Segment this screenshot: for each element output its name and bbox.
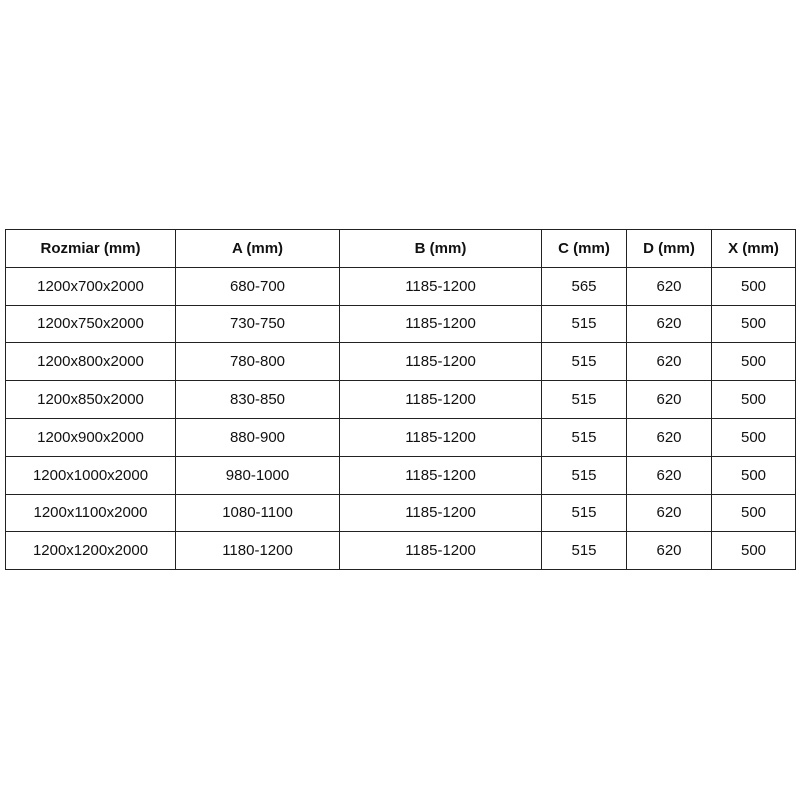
- table-cell: 500: [711, 266, 796, 306]
- table-cell: 620: [626, 304, 712, 344]
- table-cell: 500: [711, 455, 796, 495]
- table-cell: 500: [711, 493, 796, 533]
- table-cell: 1185-1200: [339, 455, 542, 495]
- table-cell: 1185-1200: [339, 417, 542, 457]
- table-cell: 620: [626, 266, 712, 306]
- table-cell: 1180-1200: [175, 531, 340, 571]
- column-header: C (mm): [541, 229, 627, 268]
- table-cell: 780-800: [175, 342, 340, 382]
- table-cell: 565: [541, 266, 627, 306]
- table-cell: 515: [541, 493, 627, 533]
- table-cell: 500: [711, 417, 796, 457]
- table-cell: 1200x700x2000: [5, 266, 176, 306]
- table-cell: 1200x850x2000: [5, 380, 176, 419]
- table-cell: 1185-1200: [339, 380, 542, 419]
- table-cell: 620: [626, 455, 712, 495]
- column-header: X (mm): [711, 229, 796, 268]
- table-cell: 1200x750x2000: [5, 304, 176, 344]
- table-cell: 620: [626, 531, 712, 571]
- table-cell: 880-900: [175, 417, 340, 457]
- table-cell: 1080-1100: [175, 493, 340, 533]
- table-row: 1200x900x2000 880-900 1185-1200 515 620 500: [5, 417, 796, 457]
- table-cell: 1200x1200x2000: [5, 531, 176, 571]
- table-cell: 680-700: [175, 266, 340, 306]
- table-cell: 1185-1200: [339, 266, 542, 306]
- table-cell: 620: [626, 493, 712, 533]
- table-cell: 515: [541, 342, 627, 382]
- table-cell: 1185-1200: [339, 304, 542, 344]
- table-cell: 515: [541, 380, 627, 419]
- table-cell: 1185-1200: [339, 493, 542, 533]
- column-header: Rozmiar (mm): [5, 229, 176, 268]
- table-row: 1200x700x2000 680-700 1185-1200 565 620 500: [5, 266, 796, 306]
- table-cell: 500: [711, 304, 796, 344]
- column-header: B (mm): [339, 229, 542, 268]
- table-cell: 620: [626, 380, 712, 419]
- table-cell: 500: [711, 531, 796, 571]
- table-cell: 1185-1200: [339, 531, 542, 571]
- table-cell: 1200x900x2000: [5, 417, 176, 457]
- table-cell: 830-850: [175, 380, 340, 419]
- table-row: 1200x800x2000 780-800 1185-1200 515 620 500: [5, 342, 796, 382]
- table-cell: 500: [711, 342, 796, 382]
- table-cell: 1185-1200: [339, 342, 542, 382]
- table-row: 1200x1100x2000 1080-1100 1185-1200 515 620 50…: [5, 493, 796, 533]
- table-row: 1200x1200x2000 1180-1200 1185-1200 515 620 50…: [5, 531, 796, 571]
- table-header-row: Rozmiar (mm) A (mm) B (mm) C (mm) D (mm) X (m…: [5, 229, 796, 268]
- table-cell: 500: [711, 380, 796, 419]
- table-cell: 515: [541, 455, 627, 495]
- table-cell: 1200x1000x2000: [5, 455, 176, 495]
- dimensions-table: Rozmiar (mm) A (mm) B (mm) C (mm) D (mm) X (m…: [5, 229, 796, 571]
- table-cell: 515: [541, 304, 627, 344]
- table-cell: 515: [541, 531, 627, 571]
- table-cell: 980-1000: [175, 455, 340, 495]
- column-header: A (mm): [175, 229, 340, 268]
- column-header: D (mm): [626, 229, 712, 268]
- table-cell: 515: [541, 417, 627, 457]
- table-cell: 620: [626, 342, 712, 382]
- table-row: 1200x750x2000 730-750 1185-1200 515 620 500: [5, 304, 796, 344]
- table-row: 1200x1000x2000 980-1000 1185-1200 515 620 500: [5, 455, 796, 495]
- table-row: 1200x850x2000 830-850 1185-1200 515 620 500: [5, 380, 796, 419]
- table-cell: 1200x800x2000: [5, 342, 176, 382]
- table-cell: 620: [626, 417, 712, 457]
- table-cell: 1200x1100x2000: [5, 493, 176, 533]
- table-cell: 730-750: [175, 304, 340, 344]
